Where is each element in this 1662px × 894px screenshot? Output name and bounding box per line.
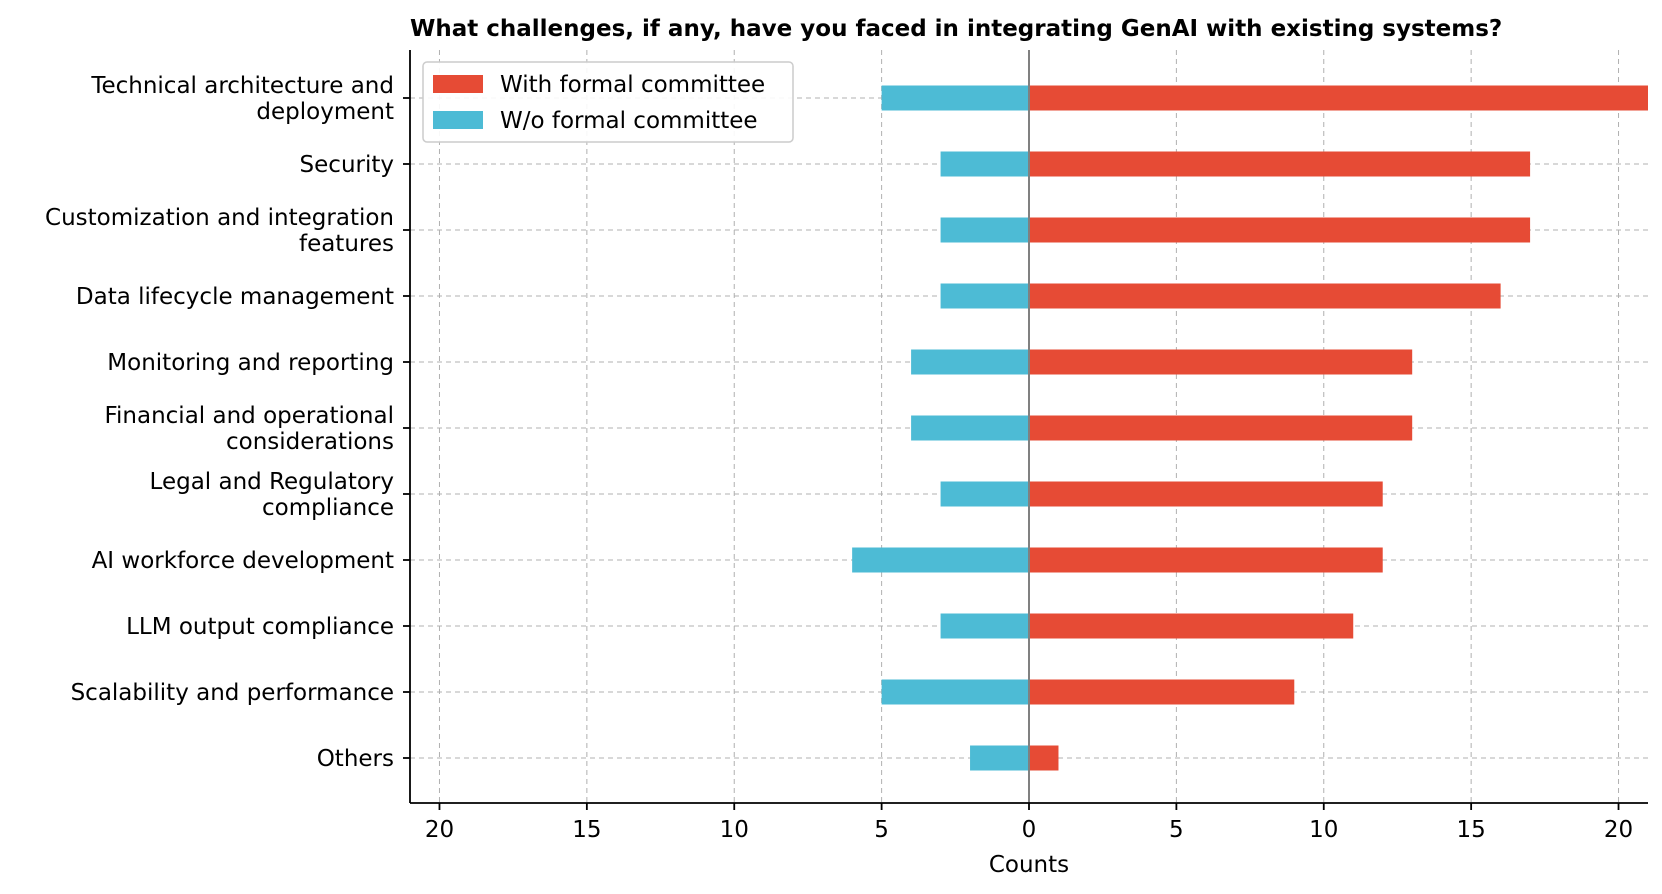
chart-title: What challenges, if any, have you faced … [410, 16, 1502, 42]
bar-without-committee [970, 745, 1029, 771]
bar-with-committee [1029, 613, 1354, 639]
bar-without-committee [940, 151, 1029, 177]
labels-layer: 20 15 10 5 0 5 10 15 20 Technical architecture an… [45, 73, 1633, 843]
x-tick-label: 5 [1169, 817, 1184, 843]
bar-with-committee [1029, 283, 1501, 309]
legend-label: W/o formal committee [500, 108, 758, 134]
x-tick-label: 10 [720, 817, 749, 843]
legend: With formal committee W/o formal committe… [422, 61, 794, 143]
bar-without-committee [940, 283, 1029, 309]
category-label: Data lifecycle management [76, 284, 394, 310]
category-label: Customization and integration features [45, 205, 394, 257]
category-label: Scalability and performance [71, 680, 394, 706]
category-label: Others [317, 746, 394, 772]
category-label: Technical architecture and deployment [90, 73, 394, 125]
x-tick-label: 15 [572, 817, 601, 843]
category-label: Monitoring and reporting [107, 350, 394, 376]
bar-with-committee [1029, 547, 1383, 573]
category-label: Financial and operational considerations [104, 403, 394, 455]
x-tick-label: 15 [1457, 817, 1486, 843]
x-axis-label: Counts [989, 852, 1069, 878]
legend-frame [422, 61, 794, 143]
category-label: LLM output compliance [126, 614, 394, 640]
category-label: Security [300, 152, 394, 178]
bar-with-committee [1029, 415, 1413, 441]
x-tick-label: 5 [874, 817, 889, 843]
bar-with-committee [1029, 85, 1648, 111]
bar-without-committee [881, 679, 1029, 705]
x-tick-label: 20 [1604, 817, 1633, 843]
bar-with-committee [1029, 217, 1531, 243]
bar-with-committee [1029, 151, 1531, 177]
bar-with-committee [1029, 481, 1383, 507]
x-tick-label: 0 [1022, 817, 1037, 843]
bar-without-committee [911, 415, 1029, 441]
x-tick-label: 20 [425, 817, 454, 843]
bar-without-committee [852, 547, 1029, 573]
category-label: Legal and Regulatory compliance [150, 469, 394, 521]
bar-without-committee [940, 481, 1029, 507]
bar-with-committee [1029, 745, 1059, 771]
legend-label: With formal committee [500, 72, 765, 98]
bars-layer [852, 85, 1648, 771]
x-tick-label: 10 [1309, 817, 1338, 843]
bar-without-committee [911, 349, 1029, 375]
bar-with-committee [1029, 349, 1413, 375]
legend-swatch [433, 75, 483, 93]
category-label: AI workforce development [92, 548, 394, 574]
bar-without-committee [881, 85, 1029, 111]
bar-without-committee [940, 613, 1029, 639]
bar-without-committee [940, 217, 1029, 243]
axes-layer [403, 50, 1648, 810]
bar-with-committee [1029, 679, 1295, 705]
legend-swatch [433, 111, 483, 129]
